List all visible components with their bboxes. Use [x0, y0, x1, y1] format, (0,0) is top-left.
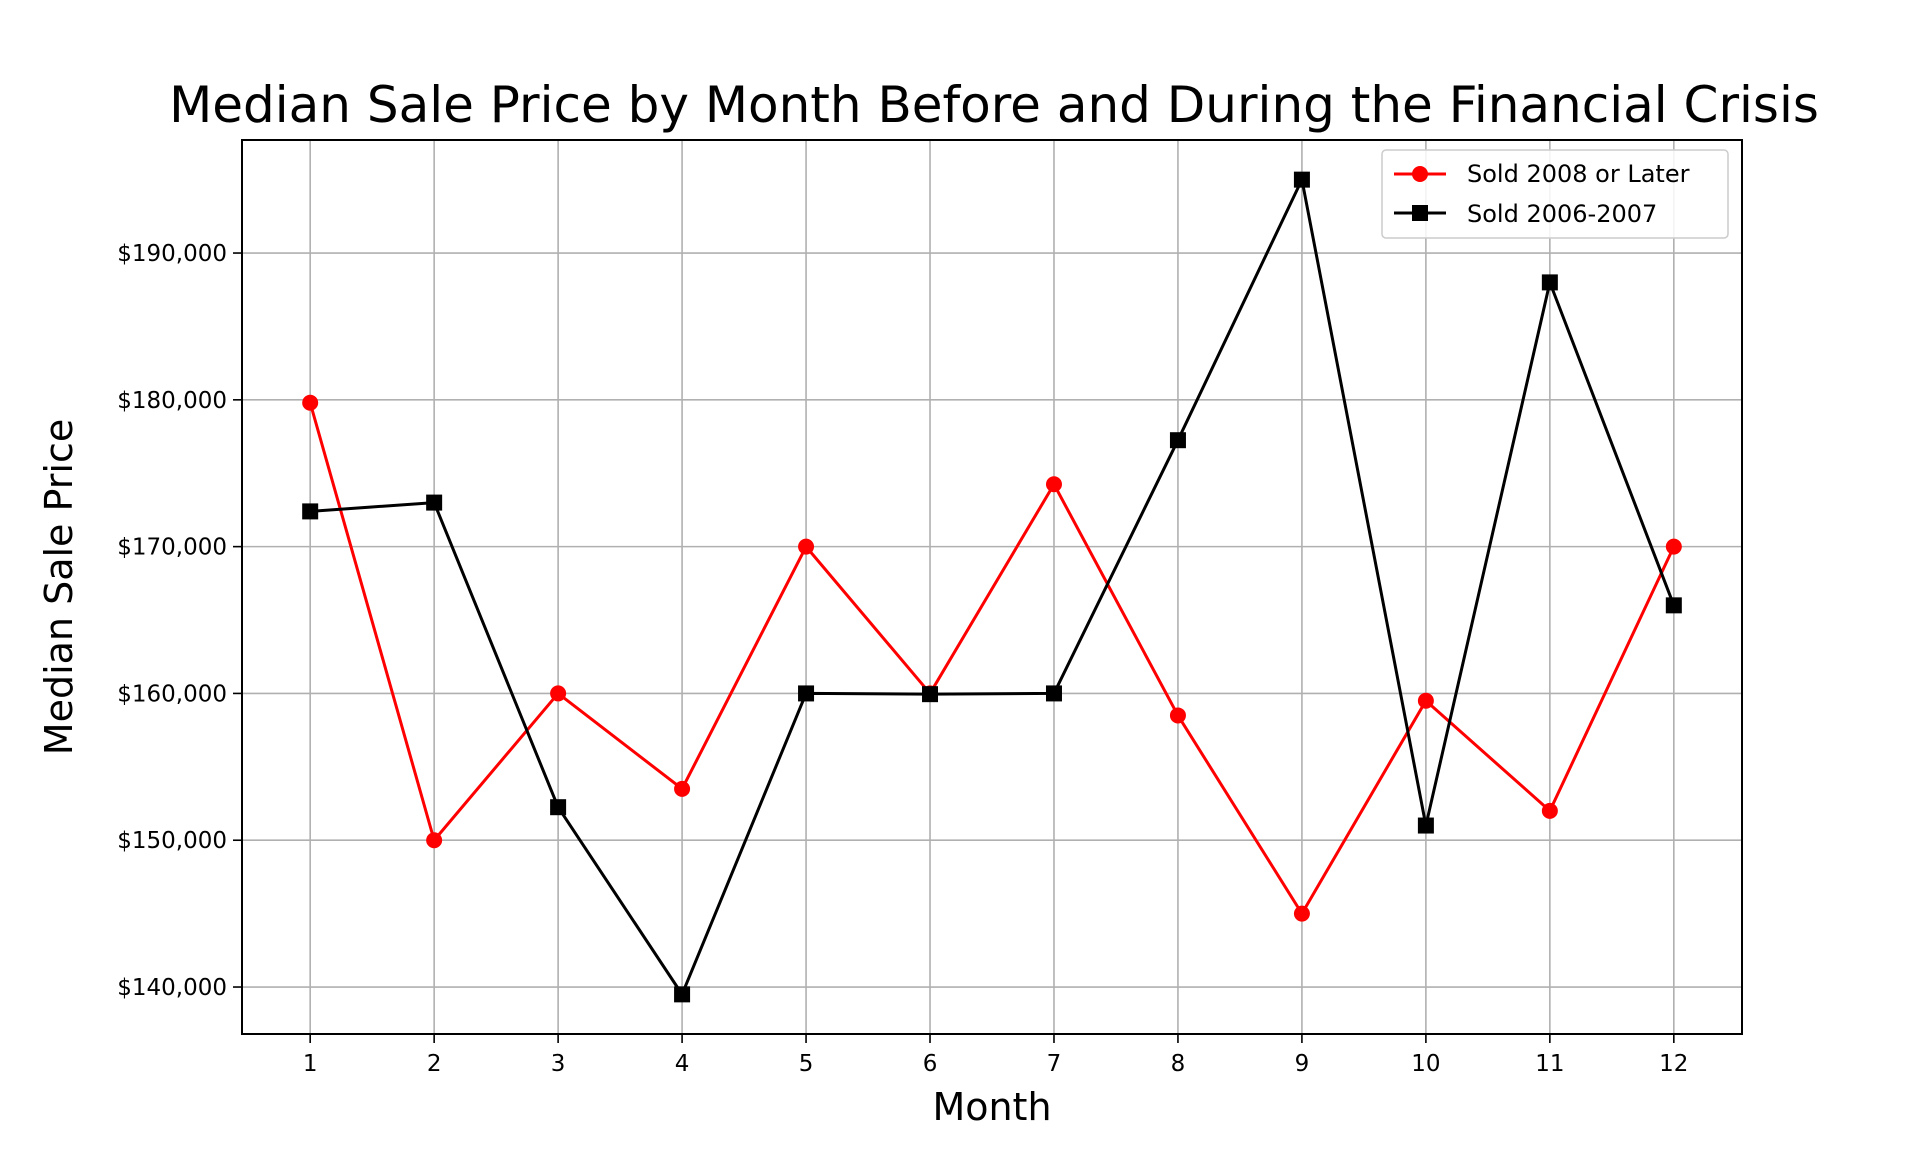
y-tick-label: $160,000 [117, 681, 227, 707]
legend-marker-sold-2008-or-later [1412, 166, 1428, 182]
legend-label-sold-2008-or-later: Sold 2008 or Later [1467, 160, 1690, 188]
x-tick-label: 7 [1047, 1051, 1062, 1077]
y-tick-label: $150,000 [117, 828, 227, 854]
data-point-sold-2006-2007 [1045, 685, 1062, 702]
data-point-sold-2008-or-later [1541, 802, 1558, 819]
data-point-sold-2008-or-later [1665, 538, 1682, 555]
series-line-sold-2006-2007 [310, 178, 1676, 996]
x-tick-label: 10 [1411, 1051, 1440, 1077]
x-tick-label: 6 [923, 1051, 938, 1077]
y-axis-label: Median Sale Price [37, 419, 81, 755]
legend-label-sold-2006-2007: Sold 2006-2007 [1467, 200, 1657, 228]
x-tick-label: 2 [427, 1051, 442, 1077]
chart-title: Median Sale Price by Month Before and Du… [169, 76, 1819, 134]
data-point-sold-2008-or-later [302, 394, 319, 411]
data-point-sold-2008-or-later [798, 538, 815, 555]
x-tick-label: 1 [303, 1051, 318, 1077]
data-point-sold-2008-or-later [1045, 476, 1062, 493]
data-point-sold-2006-2007 [922, 686, 939, 703]
series-layer [302, 171, 1682, 1003]
axis-ticks: 1 2 3 4 5 6 7 8 9 10 11 12$140,000$150,000$160,000$… [117, 241, 1688, 1077]
data-point-sold-2008-or-later [426, 832, 443, 849]
data-point-sold-2008-or-later [674, 780, 691, 797]
data-point-sold-2006-2007 [426, 494, 443, 511]
legend-box [1381, 149, 1729, 239]
series-line-sold-2008-or-later [308, 402, 1676, 916]
data-point-sold-2006-2007 [1293, 171, 1310, 188]
x-axis-label: Month [932, 1085, 1051, 1129]
data-point-sold-2006-2007 [1169, 432, 1186, 449]
x-tick-label: 11 [1535, 1051, 1564, 1077]
legend-marker-sold-2006-2007 [1412, 205, 1428, 221]
y-tick-label: $140,000 [117, 975, 227, 1001]
data-point-sold-2006-2007 [1541, 274, 1558, 291]
x-tick-label: 4 [675, 1051, 690, 1077]
data-point-sold-2008-or-later [1293, 905, 1310, 922]
x-tick-label: 5 [799, 1051, 814, 1077]
data-point-sold-2006-2007 [302, 503, 319, 520]
data-point-sold-2006-2007 [798, 685, 815, 702]
y-tick-label: $170,000 [117, 535, 227, 561]
x-tick-label: 8 [1171, 1051, 1186, 1077]
data-point-sold-2008-or-later [550, 685, 567, 702]
data-point-sold-2006-2007 [674, 986, 691, 1003]
data-point-sold-2008-or-later [1417, 692, 1434, 709]
y-tick-label: $190,000 [117, 241, 227, 267]
plot-area-frame [241, 139, 1743, 1035]
y-tick-label: $180,000 [117, 388, 227, 414]
x-tick-label: 12 [1659, 1051, 1688, 1077]
data-point-sold-2006-2007 [1417, 817, 1434, 834]
x-tick-label: 3 [551, 1051, 566, 1077]
data-point-sold-2006-2007 [550, 799, 567, 816]
chart-legend: Sold 2008 or Later Sold 2006-2007 [1381, 149, 1729, 239]
x-tick-label: 9 [1295, 1051, 1310, 1077]
data-point-sold-2008-or-later [1169, 707, 1186, 724]
data-point-sold-2006-2007 [1665, 597, 1682, 614]
